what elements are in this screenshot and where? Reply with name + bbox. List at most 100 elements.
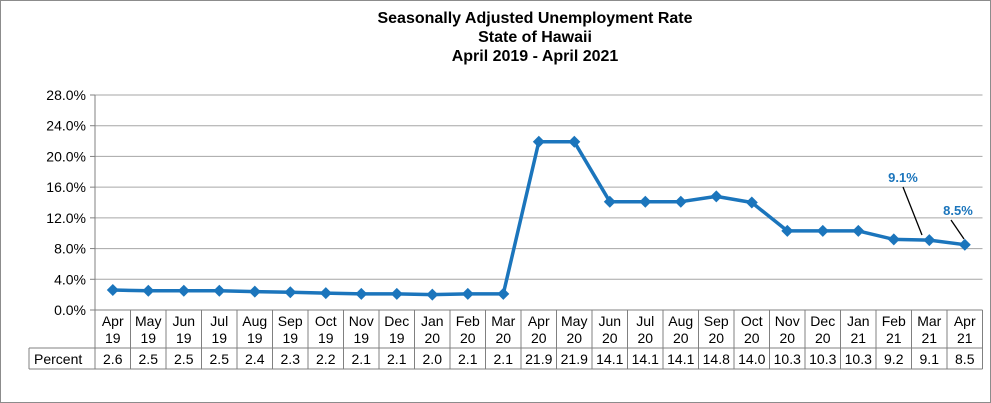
table-value: 2.5 xyxy=(174,351,194,367)
y-tick-label: 0.0% xyxy=(54,302,86,318)
data-point-marker xyxy=(887,233,900,246)
x-tick-label-month: Jun xyxy=(172,313,195,329)
data-point-marker xyxy=(639,195,652,208)
x-tick-label-year: 20 xyxy=(779,330,795,346)
data-point-marker xyxy=(213,284,226,297)
x-tick-label-month: Jan xyxy=(847,313,870,329)
y-tick-label: 12.0% xyxy=(46,210,86,226)
y-tick-label: 28.0% xyxy=(46,87,86,103)
table-value: 2.6 xyxy=(103,351,123,367)
callout-label: 9.1% xyxy=(888,170,918,185)
x-tick-label-year: 20 xyxy=(637,330,653,346)
table-value: 14.1 xyxy=(632,351,659,367)
x-tick-label-month: Apr xyxy=(102,313,124,329)
x-tick-label-month: Mar xyxy=(917,313,941,329)
x-tick-label-month: Jun xyxy=(598,313,621,329)
table-value: 9.2 xyxy=(884,351,904,367)
table-value: 2.2 xyxy=(316,351,336,367)
x-tick-label-month: Feb xyxy=(456,313,480,329)
table-value: 10.3 xyxy=(774,351,801,367)
x-tick-label-month: Aug xyxy=(668,313,693,329)
table-value: 2.1 xyxy=(458,351,478,367)
data-point-marker xyxy=(603,195,616,208)
x-tick-label-month: Feb xyxy=(882,313,906,329)
x-tick-label-month: Dec xyxy=(384,313,409,329)
x-tick-label-month: Oct xyxy=(315,313,337,329)
data-point-marker xyxy=(390,287,403,300)
y-tick-label: 16.0% xyxy=(46,179,86,195)
x-tick-label-year: 19 xyxy=(176,330,192,346)
y-tick-label: 24.0% xyxy=(46,118,86,134)
x-tick-label-year: 20 xyxy=(602,330,618,346)
x-tick-label-year: 21 xyxy=(850,330,866,346)
table-value: 10.3 xyxy=(809,351,836,367)
x-tick-label-month: Sep xyxy=(704,313,729,329)
y-tick-label: 20.0% xyxy=(46,148,86,164)
data-point-marker xyxy=(142,284,155,297)
x-tick-label-year: 20 xyxy=(566,330,582,346)
data-point-marker xyxy=(461,287,474,300)
chart-subtitle: State of Hawaii xyxy=(478,29,592,46)
data-point-marker xyxy=(532,135,545,148)
table-value: 14.8 xyxy=(703,351,730,367)
x-tick-label-month: Jul xyxy=(210,313,228,329)
table-value: 14.1 xyxy=(667,351,694,367)
x-tick-label-year: 21 xyxy=(921,330,937,346)
y-tick-label: 8.0% xyxy=(54,241,86,257)
x-tick-label-month: May xyxy=(561,313,587,329)
x-tick-label-month: Nov xyxy=(775,313,800,329)
data-point-marker xyxy=(177,284,190,297)
table-value: 2.1 xyxy=(352,351,372,367)
x-tick-label-year: 20 xyxy=(815,330,831,346)
x-tick-label-month: Apr xyxy=(528,313,550,329)
data-point-marker xyxy=(319,287,332,300)
x-tick-label-year: 19 xyxy=(389,330,405,346)
x-tick-label-year: 20 xyxy=(708,330,724,346)
x-tick-label-year: 21 xyxy=(957,330,973,346)
table-value: 2.3 xyxy=(281,351,301,367)
x-tick-label-month: Apr xyxy=(954,313,976,329)
table-value: 14.0 xyxy=(738,351,765,367)
callout-leader-line xyxy=(950,219,965,240)
data-point-marker xyxy=(958,238,971,251)
table-value: 8.5 xyxy=(955,351,975,367)
x-tick-label-year: 20 xyxy=(460,330,476,346)
x-tick-label-month: Jan xyxy=(421,313,444,329)
x-tick-label-year: 19 xyxy=(211,330,227,346)
x-tick-label-month: Jul xyxy=(636,313,654,329)
x-tick-label-year: 20 xyxy=(673,330,689,346)
data-point-marker xyxy=(781,224,794,237)
data-point-marker xyxy=(497,287,510,300)
table-value: 2.4 xyxy=(245,351,265,367)
x-tick-label-year: 20 xyxy=(424,330,440,346)
chart-title: Seasonally Adjusted Unemployment Rate xyxy=(377,10,693,27)
callout-label: 8.5% xyxy=(943,203,973,218)
x-tick-label-month: May xyxy=(135,313,161,329)
x-tick-label-year: 21 xyxy=(886,330,902,346)
y-tick-label: 4.0% xyxy=(54,271,86,287)
x-tick-label-year: 19 xyxy=(353,330,369,346)
x-tick-label-year: 20 xyxy=(495,330,511,346)
data-point-marker xyxy=(426,288,439,301)
x-tick-label-month: Aug xyxy=(242,313,267,329)
table-value: 14.1 xyxy=(596,351,623,367)
table-value: 21.9 xyxy=(561,351,588,367)
chart-title-block: Seasonally Adjusted Unemployment Rate St… xyxy=(1,9,991,66)
table-series-label: Percent xyxy=(34,351,82,367)
data-point-marker xyxy=(248,285,261,298)
data-point-marker xyxy=(106,284,119,296)
data-point-marker xyxy=(852,224,865,237)
data-point-marker xyxy=(568,135,581,148)
x-tick-label-month: Sep xyxy=(278,313,303,329)
x-tick-label-year: 20 xyxy=(531,330,547,346)
table-value: 21.9 xyxy=(525,351,552,367)
x-tick-label-year: 19 xyxy=(318,330,334,346)
chart-period: April 2019 - April 2021 xyxy=(451,48,619,65)
x-tick-label-month: Dec xyxy=(810,313,835,329)
data-point-marker xyxy=(674,195,687,208)
x-tick-label-year: 19 xyxy=(105,330,121,346)
data-point-marker xyxy=(710,190,723,203)
table-value: 2.1 xyxy=(494,351,514,367)
